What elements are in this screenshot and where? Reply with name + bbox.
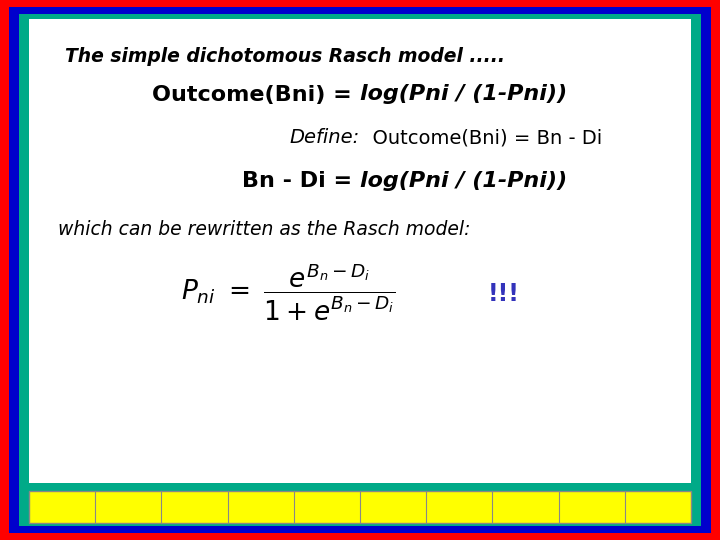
Text: Bn - Di =: Bn - Di =	[242, 171, 360, 191]
Text: The simple dichotomous Rasch model .....: The simple dichotomous Rasch model .....	[65, 47, 505, 66]
Bar	[29, 19, 691, 483]
Text: $\mathit{P}_{ni}\ =\ \dfrac{e^{B_n-D_i}}{1+e^{B_n-D_i}}$: $\mathit{P}_{ni}\ =\ \dfrac{e^{B_n-D_i}}…	[181, 262, 395, 323]
Text: Outcome(Bni) = Bn - Di: Outcome(Bni) = Bn - Di	[360, 128, 602, 147]
Text: which can be rewritten as the Rasch model:: which can be rewritten as the Rasch mode…	[58, 220, 470, 239]
Text: Outcome(Bni) =: Outcome(Bni) =	[153, 84, 360, 105]
Text: Define:: Define:	[289, 128, 360, 147]
Text: !!!: !!!	[488, 282, 520, 306]
Text: log(Pni / (1-Pni)): log(Pni / (1-Pni))	[360, 84, 567, 105]
Bar	[29, 491, 691, 523]
Text: log(Pni / (1-Pni)): log(Pni / (1-Pni))	[360, 171, 567, 191]
